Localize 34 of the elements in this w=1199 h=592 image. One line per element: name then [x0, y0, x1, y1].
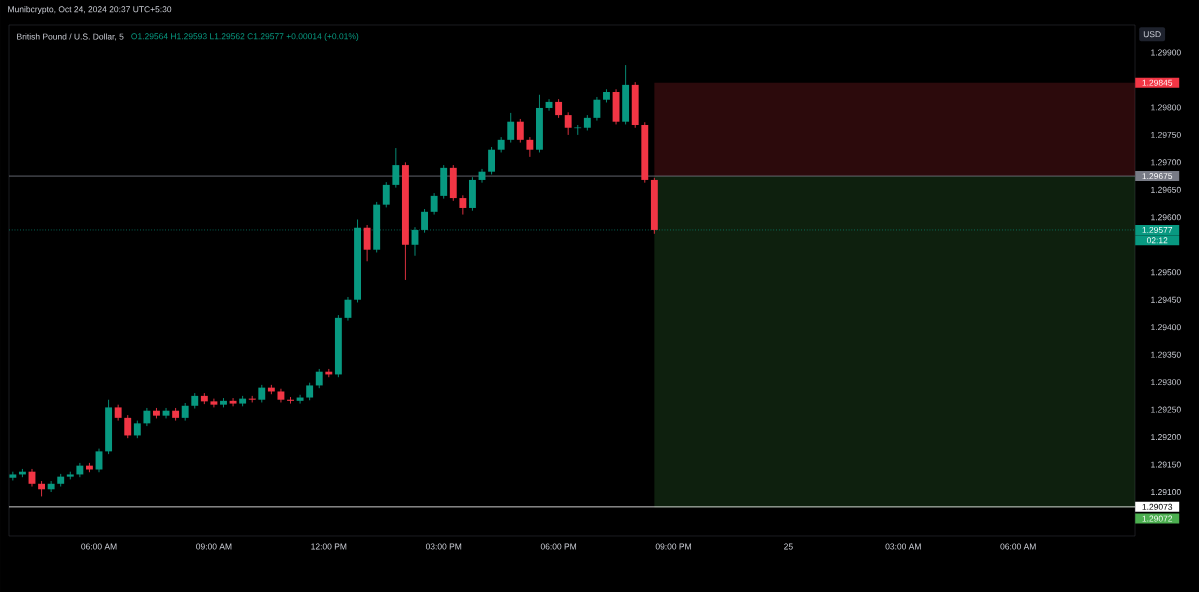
x-tick-label: 06:00 PM	[540, 543, 577, 550]
y-tick-label: 1.29350	[1151, 351, 1181, 358]
y-axis-title: USD	[1143, 31, 1161, 38]
y-tick-label: 1.29500	[1151, 269, 1181, 276]
ref-line-label: 1.29577	[1142, 226, 1173, 233]
y-tick-label: 1.29200	[1151, 434, 1181, 441]
y-tick-label: 1.29450	[1151, 296, 1181, 303]
y-tick-label: 1.29400	[1151, 324, 1181, 331]
x-tick-label: 06:00 AM	[81, 543, 117, 550]
x-tick-label: 03:00 AM	[885, 543, 921, 550]
band-label: 1.29072	[1142, 515, 1173, 522]
ref-line-label: 1.29675	[1142, 173, 1173, 180]
text: Munibcrypto, Oct 24, 2024 20:37 UTC+5:30	[8, 6, 172, 14]
ref-line-label: 1.29073	[1142, 503, 1173, 510]
x-tick-label: 25	[784, 543, 793, 550]
x-tick-label: 06:00 AM	[1000, 543, 1036, 550]
text: British Pound / U.S. Dollar, 5	[17, 33, 124, 41]
x-tick-label: 03:00 PM	[425, 543, 462, 550]
y-tick-label: 1.29750	[1151, 131, 1181, 138]
y-tick-label: 1.29800	[1151, 104, 1181, 111]
y-tick-label: 1.29700	[1151, 159, 1181, 166]
y-tick-label: 1.29900	[1151, 49, 1181, 56]
y-tick-label: 1.29650	[1151, 186, 1181, 193]
y-tick-label: 1.29150	[1151, 461, 1181, 468]
text: 02:12	[1146, 237, 1168, 244]
y-tick-label: 1.29600	[1151, 214, 1181, 221]
x-tick-label: 09:00 AM	[196, 543, 232, 550]
text: O1.29564 H1.29593 L1.29562 C1.29577 +0.00014 (+0.01%)	[131, 33, 359, 41]
band-label: 1.29845	[1142, 79, 1173, 86]
y-tick-label: 1.29250	[1151, 406, 1181, 413]
x-tick-label: 12:00 PM	[311, 543, 347, 550]
y-tick-label: 1.29100	[1151, 489, 1181, 496]
y-tick-label: 1.29300	[1151, 379, 1181, 386]
x-tick-label: 09:00 PM	[655, 543, 691, 550]
